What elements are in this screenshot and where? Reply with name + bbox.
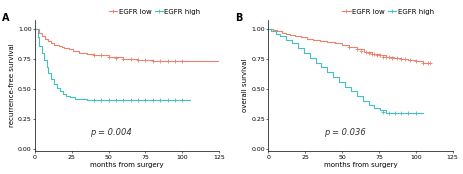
Text: p = 0.036: p = 0.036 bbox=[323, 128, 364, 137]
Text: B: B bbox=[235, 13, 242, 23]
Legend: EGFR low, EGFR high: EGFR low, EGFR high bbox=[106, 6, 203, 17]
Text: A: A bbox=[2, 13, 9, 23]
X-axis label: months from surgery: months from surgery bbox=[90, 163, 163, 168]
Legend: EGFR low, EGFR high: EGFR low, EGFR high bbox=[339, 6, 436, 17]
X-axis label: months from surgery: months from surgery bbox=[323, 163, 396, 168]
Text: p = 0.004: p = 0.004 bbox=[90, 128, 131, 137]
Y-axis label: recurrence-free survival: recurrence-free survival bbox=[9, 44, 15, 127]
Y-axis label: overall survival: overall survival bbox=[242, 59, 248, 112]
